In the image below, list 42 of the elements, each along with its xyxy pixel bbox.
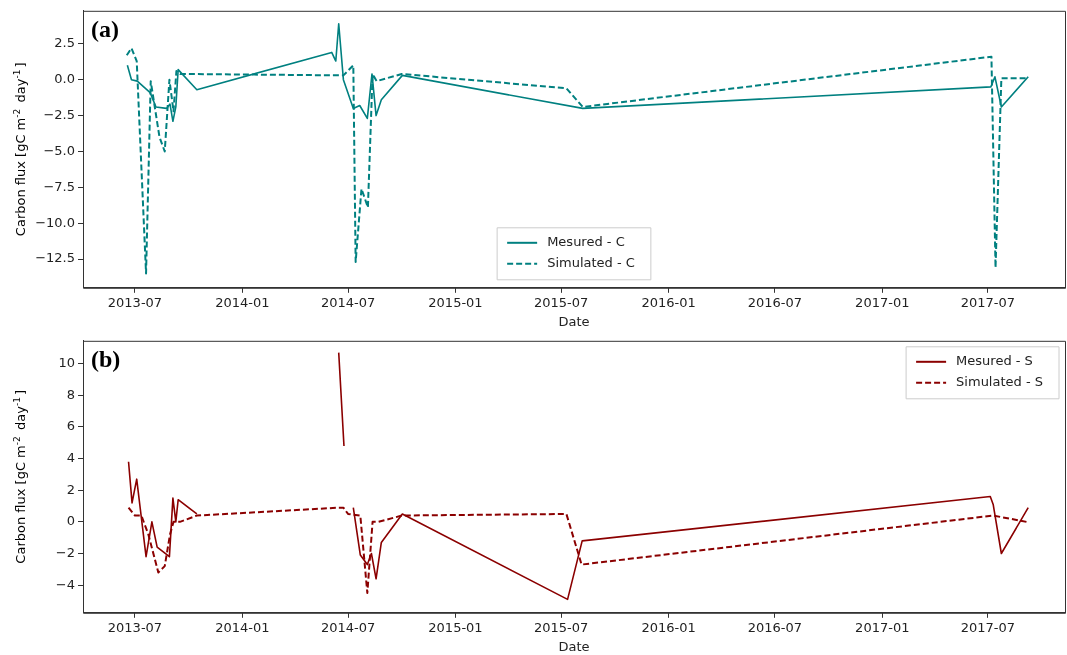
x-tick-label: 2015-01 <box>428 294 483 310</box>
y-tick-label: 0 <box>66 513 75 529</box>
y-tick-label: −2.5 <box>43 106 75 122</box>
x-tick-label: 2015-07 <box>533 294 589 310</box>
x-tick-label: 2017-01 <box>855 294 910 310</box>
x-tick-label: 2016-01 <box>641 619 696 635</box>
annotation: (a) <box>91 16 119 42</box>
x-tick-label: 2016-07 <box>747 294 802 310</box>
x-tick-label: 2017-07 <box>960 619 1016 635</box>
x-tick-label: 2016-07 <box>747 619 802 635</box>
legend-label: Mesured - S <box>956 353 1033 369</box>
y-tick-label: 0.0 <box>54 71 75 87</box>
x-tick-label: 2016-01 <box>641 294 696 310</box>
x-tick-label: 2013-07 <box>107 619 163 635</box>
x-tick-label: 2015-07 <box>533 619 589 635</box>
annotation: (b) <box>91 346 121 372</box>
y-tick-label: 2 <box>66 481 75 497</box>
x-tick-label: 2017-01 <box>855 619 910 635</box>
y-tick-label: 8 <box>66 386 75 402</box>
legend-label: Simulated - C <box>547 255 635 271</box>
x-tick-label: 2015-01 <box>428 619 483 635</box>
y-tick-label: −4 <box>55 576 75 592</box>
y-tick-label: 2.5 <box>54 35 75 51</box>
y-axis-title: Carbon flux [gC m-2 day-1] <box>11 62 29 237</box>
x-axis-title: Date <box>558 638 590 654</box>
x-tick-label: 2014-07 <box>320 294 376 310</box>
y-tick-label: −12.5 <box>35 250 75 266</box>
y-tick-label: −5.0 <box>43 142 75 158</box>
x-tick-label: 2014-01 <box>215 294 270 310</box>
y-tick-label: −7.5 <box>43 178 75 194</box>
y-tick-label: 6 <box>66 418 75 434</box>
x-tick-label: 2017-07 <box>960 294 1016 310</box>
y-tick-label: 4 <box>66 449 75 465</box>
y-tick-label: −2 <box>55 544 75 560</box>
x-axis-title: Date <box>558 313 590 329</box>
legend-label: Mesured - C <box>547 234 625 250</box>
x-tick-label: 2014-07 <box>320 619 376 635</box>
x-tick-label: 2014-01 <box>215 619 270 635</box>
y-tick-label: 10 <box>58 355 75 371</box>
y-tick-label: −10.0 <box>35 214 75 230</box>
legend-label: Simulated - S <box>956 374 1044 390</box>
x-tick-label: 2013-07 <box>107 294 163 310</box>
